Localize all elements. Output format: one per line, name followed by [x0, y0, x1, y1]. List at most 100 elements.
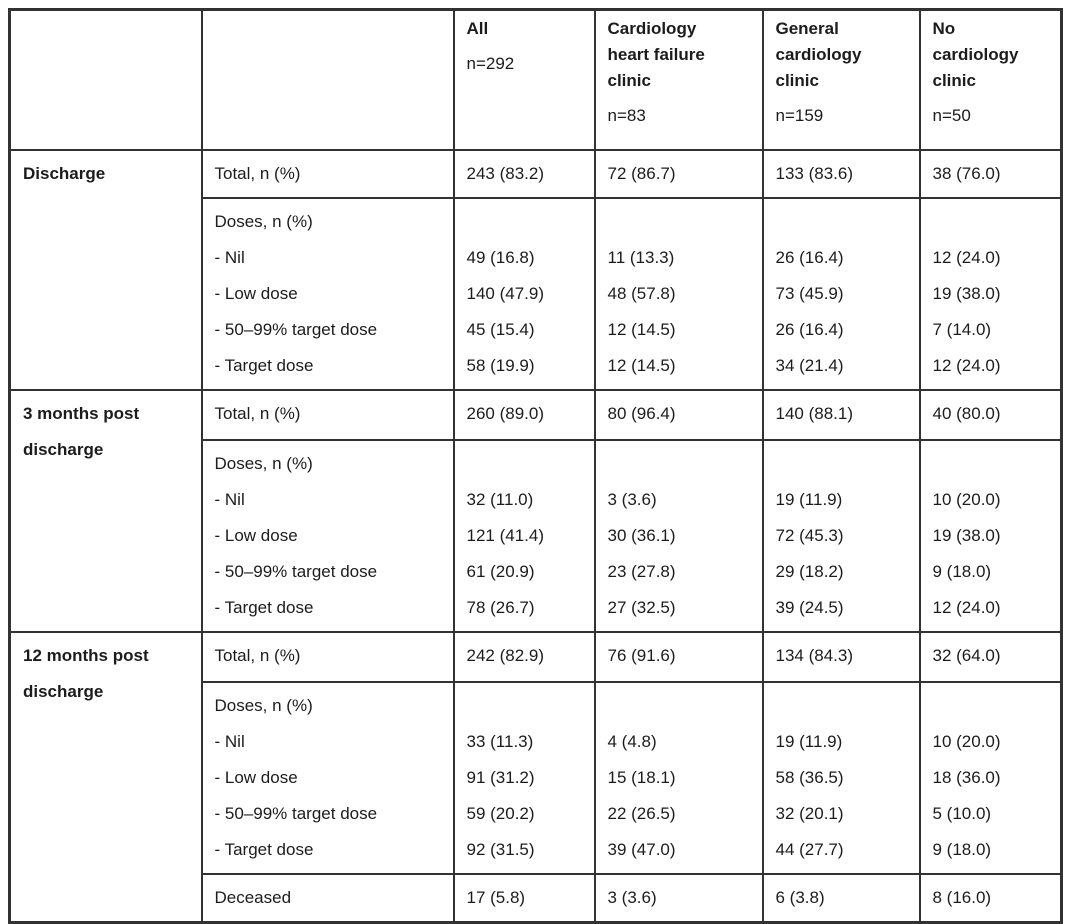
- 3months-total-label: Total, n (%): [200, 388, 455, 441]
- 12months-dose-low-hf: 15 (18.1): [607, 767, 676, 787]
- discharge-dose-5099-all: 45 (15.4): [466, 319, 535, 339]
- header-col-hf-clinic-line3: clinic: [607, 71, 651, 90]
- 3months-dose-nil-all: 32 (11.0): [466, 489, 534, 509]
- 12months-dose-nil-all: 33 (11.3): [466, 731, 534, 751]
- 3months-dose-nil-general: 19 (11.9): [775, 489, 843, 509]
- discharge-dose-5099-label: - 50–99% target dose: [214, 319, 378, 339]
- 12months-doses-header: Doses, n (%): [214, 695, 313, 715]
- 12months-total-none: 32 (64.0): [918, 630, 1063, 683]
- header-blank-measure: [200, 8, 455, 151]
- 3months-doses-general: 19 (11.9) 72 (45.3) 29 (18.2) 39 (24.5): [761, 438, 921, 633]
- 3months-dose-target-all: 78 (26.7): [466, 597, 535, 617]
- discharge-dose-low-hf: 48 (57.8): [607, 283, 676, 303]
- row-3months-doses: Doses, n (%) - Nil - Low dose - 50–99% t…: [10, 438, 1063, 633]
- 12months-doses-none: 10 (20.0) 18 (36.0) 5 (10.0) 9 (18.0): [918, 680, 1063, 875]
- discharge-doses-all: 49 (16.8) 140 (47.9) 45 (15.4) 58 (19.9): [452, 196, 596, 391]
- discharge-doses-header: Doses, n (%): [214, 211, 313, 231]
- 3months-dose-5099-none: 9 (18.0): [932, 561, 992, 581]
- 12months-dose-5099-general: 32 (20.1): [775, 803, 844, 823]
- header-col-general-clinic-n: n=159: [775, 106, 824, 125]
- discharge-doses-general: 26 (16.4) 73 (45.9) 26 (16.4) 34 (21.4): [761, 196, 921, 391]
- 3months-doses-hf: 3 (3.6) 30 (36.1) 23 (27.8) 27 (32.5): [593, 438, 764, 633]
- 12months-dose-low-general: 58 (36.5): [775, 767, 844, 787]
- section-label-3months: 3 months post discharge: [8, 388, 203, 633]
- 3months-dose-nil-none: 10 (20.0): [932, 489, 1001, 509]
- discharge-dose-low-all: 140 (47.9): [466, 283, 545, 303]
- discharge-total-general: 133 (83.6): [761, 148, 921, 199]
- row-3months-total: 3 months post discharge Total, n (%) 260…: [8, 388, 1063, 633]
- header-col-no-clinic-line2: cardiology: [932, 45, 1019, 64]
- 3months-doses-none: 10 (20.0) 19 (38.0) 9 (18.0) 12 (24.0): [918, 438, 1063, 633]
- blank-line: [933, 446, 1049, 482]
- header-col-general-clinic-line1: General: [775, 19, 839, 38]
- deceased-general: 6 (3.8): [761, 872, 921, 923]
- 3months-total-none: 40 (80.0): [918, 388, 1063, 441]
- header-col-all: All n=292: [452, 8, 596, 151]
- 12months-total-hf: 76 (91.6): [593, 630, 764, 683]
- discharge-dose-nil-general: 26 (16.4): [775, 247, 844, 267]
- header-blank-timepoint: [8, 8, 203, 151]
- discharge-total-all: 243 (83.2): [452, 148, 596, 199]
- discharge-dose-5099-hf: 12 (14.5): [607, 319, 676, 339]
- discharge-total-hf: 72 (86.7): [593, 148, 764, 199]
- 3months-dose-nil-hf: 3 (3.6): [607, 489, 657, 509]
- 3months-dose-5099-general: 29 (18.2): [775, 561, 844, 581]
- blank-line: [933, 688, 1049, 724]
- blank-line: [467, 446, 582, 482]
- 3months-doses-all: 32 (11.0) 121 (41.4) 61 (20.9) 78 (26.7): [452, 438, 596, 633]
- header-col-hf-clinic-n: n=83: [607, 106, 646, 125]
- 12months-dose-nil-none: 10 (20.0): [932, 731, 1001, 751]
- 3months-dose-target-label: - Target dose: [214, 597, 314, 617]
- 12months-total-label: Total, n (%): [200, 630, 455, 683]
- 3months-total-all: 260 (89.0): [452, 388, 596, 441]
- header-col-no-clinic: No cardiology clinic n=50: [918, 8, 1063, 151]
- 12months-dose-nil-label: - Nil: [214, 731, 245, 751]
- 12months-doses-general: 19 (11.9) 58 (36.5) 32 (20.1) 44 (27.7): [761, 680, 921, 875]
- blank-line: [776, 688, 907, 724]
- 12months-dose-low-label: - Low dose: [214, 767, 298, 787]
- 3months-total-hf: 80 (96.4): [593, 388, 764, 441]
- deceased-all: 17 (5.8): [452, 872, 596, 923]
- dosing-results-table: All n=292 Cardiology heart failure clini…: [8, 8, 1063, 924]
- blank-line: [608, 204, 750, 240]
- deceased-label: Deceased: [200, 872, 455, 923]
- 12months-doses-all: 33 (11.3) 91 (31.2) 59 (20.2) 92 (31.5): [452, 680, 596, 875]
- row-deceased: Deceased 17 (5.8) 3 (3.6) 6 (3.8) 8 (16.…: [10, 872, 1063, 923]
- 3months-dose-low-hf: 30 (36.1): [607, 525, 676, 545]
- discharge-dose-5099-general: 26 (16.4): [775, 319, 844, 339]
- deceased-none: 8 (16.0): [918, 872, 1063, 923]
- blank-line: [608, 688, 750, 724]
- row-12months-total: 12 months post discharge Total, n (%) 24…: [8, 630, 1063, 923]
- header-col-general-clinic: General cardiology clinic n=159: [761, 8, 921, 151]
- blank-line: [467, 688, 582, 724]
- section-label-12months: 12 months post discharge: [8, 630, 203, 923]
- discharge-dose-low-label: - Low dose: [214, 283, 298, 303]
- header-col-all-name: All: [466, 19, 489, 38]
- header-col-no-clinic-line3: clinic: [932, 71, 976, 90]
- discharge-dose-nil-none: 12 (24.0): [932, 247, 1001, 267]
- header-col-general-clinic-line3: clinic: [775, 71, 819, 90]
- 12months-dose-target-all: 92 (31.5): [466, 839, 535, 859]
- header-col-hf-clinic-line2: heart failure: [607, 45, 705, 64]
- 12months-total-all: 242 (82.9): [452, 630, 596, 683]
- 3months-dose-low-label: - Low dose: [214, 525, 298, 545]
- discharge-doses-none: 12 (24.0) 19 (38.0) 7 (14.0) 12 (24.0): [918, 196, 1063, 391]
- 12months-dose-target-general: 44 (27.7): [775, 839, 844, 859]
- discharge-dose-target-general: 34 (21.4): [775, 355, 844, 375]
- 3months-dose-low-none: 19 (38.0): [932, 525, 1001, 545]
- 3months-dose-nil-label: - Nil: [214, 489, 245, 509]
- 3months-doses-labels: Doses, n (%) - Nil - Low dose - 50–99% t…: [200, 438, 455, 633]
- 3months-dose-5099-hf: 23 (27.8): [607, 561, 676, 581]
- discharge-dose-low-none: 19 (38.0): [932, 283, 1001, 303]
- 12months-dose-target-hf: 39 (47.0): [607, 839, 676, 859]
- 12months-dose-5099-hf: 22 (26.5): [607, 803, 676, 823]
- 12months-dose-target-none: 9 (18.0): [932, 839, 992, 859]
- 3months-doses-header: Doses, n (%): [214, 453, 313, 473]
- discharge-dose-nil-all: 49 (16.8): [466, 247, 535, 267]
- discharge-total-none: 38 (76.0): [918, 148, 1063, 199]
- discharge-dose-target-all: 58 (19.9): [466, 355, 535, 375]
- 12months-doses-labels: Doses, n (%) - Nil - Low dose - 50–99% t…: [200, 680, 455, 875]
- header-col-hf-clinic-line1: Cardiology: [607, 19, 697, 38]
- 12months-dose-5099-all: 59 (20.2): [466, 803, 535, 823]
- header-col-general-clinic-line2: cardiology: [775, 45, 862, 64]
